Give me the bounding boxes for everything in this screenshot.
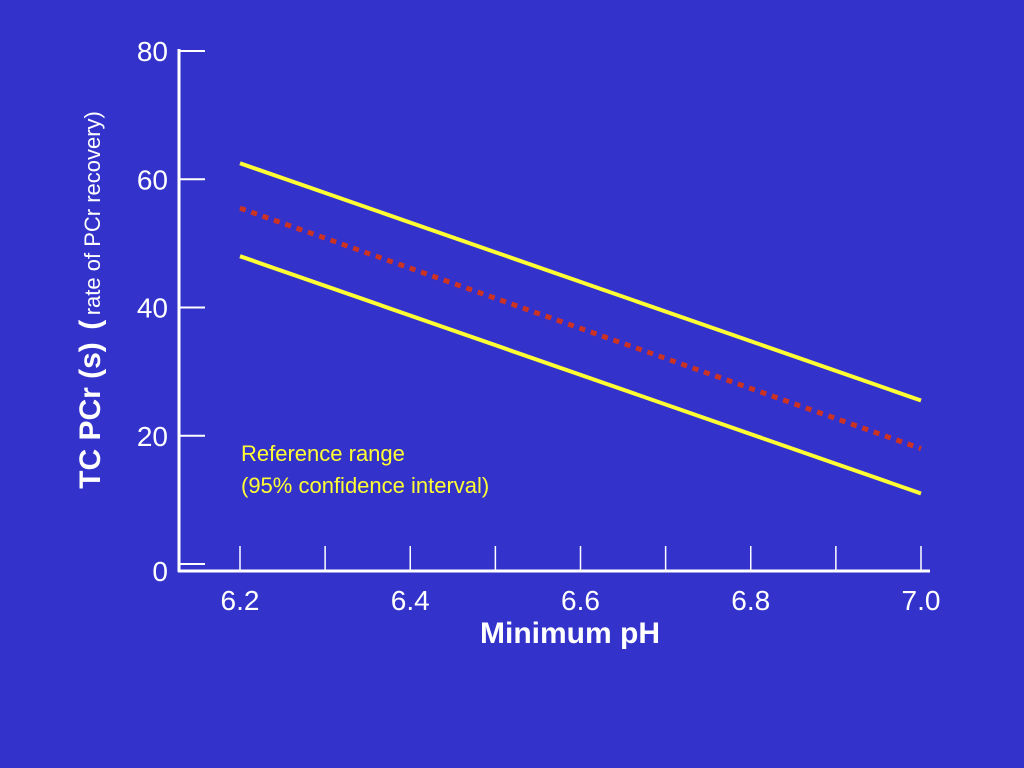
x-tick-label: 6.2: [221, 585, 260, 616]
axes: [177, 49, 930, 573]
y-axis-title-paren: (: [74, 320, 107, 330]
y-tick-label: 60: [137, 164, 168, 195]
y-axis-title: TC PCr (s) ( rate of PCr recovery): [74, 111, 107, 489]
upper-confidence-line: [239, 161, 922, 403]
y-tick-label: 0: [152, 556, 168, 587]
annotation-line-2: (95% confidence interval): [241, 473, 489, 498]
x-tick-label: 7.0: [902, 585, 941, 616]
annotation-line-1: Reference range: [241, 441, 405, 466]
y-axis-title-main: TC PCr (s): [74, 342, 107, 489]
series: [239, 161, 922, 496]
reference-range-annotation: Reference range (95% confidence interval…: [241, 441, 489, 498]
x-tick-label: 6.8: [731, 585, 770, 616]
x-ticks: 6.2 6.4 6.6 6.8 7.0: [221, 546, 941, 616]
y-tick-label: 80: [137, 36, 168, 67]
y-tick-label: 20: [137, 421, 168, 452]
y-axis-title-sub: rate of PCr recovery): [80, 111, 105, 315]
x-axis-title: Minimum pH: [480, 617, 660, 650]
lower-confidence-line: [239, 254, 922, 496]
x-tick-label: 6.6: [561, 585, 600, 616]
x-tick-label: 6.4: [391, 585, 430, 616]
y-tick-label: 40: [137, 293, 168, 324]
regression-line: [239, 205, 922, 451]
y-ticks: 0 20 40 60 80: [137, 36, 205, 587]
